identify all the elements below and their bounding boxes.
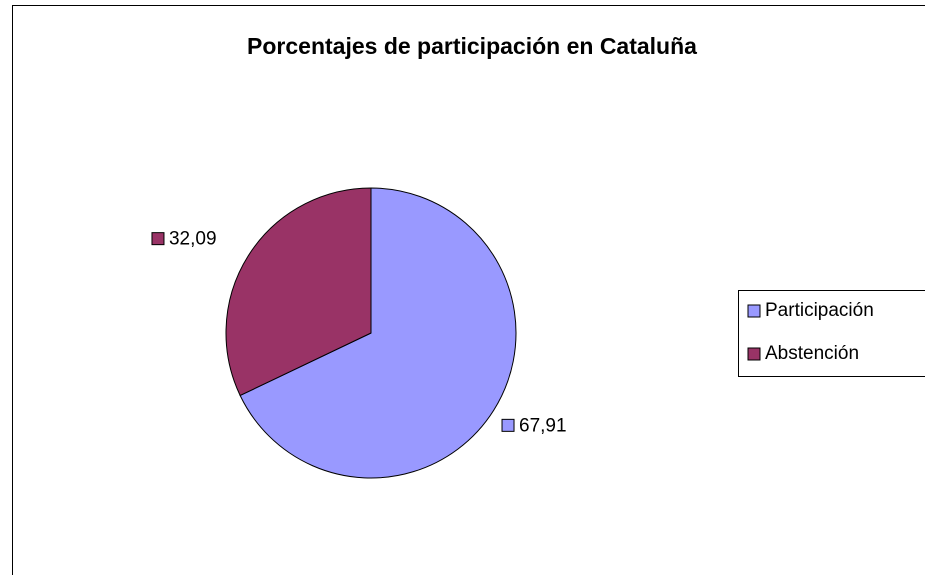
data-label: 67,91 [519, 415, 567, 436]
legend-key [747, 304, 761, 318]
data-label-key [501, 418, 515, 432]
legend-label: Participación [765, 300, 874, 321]
data-label-key [151, 232, 165, 246]
legend-key [747, 347, 761, 361]
legend-box [738, 290, 925, 377]
legend-label: Abstención [765, 343, 859, 364]
data-label: 32,09 [169, 229, 217, 250]
pie-slice [239, 187, 517, 479]
chart-title: Porcentajes de participación en Cataluña [247, 33, 697, 59]
pie-slice [225, 187, 372, 397]
